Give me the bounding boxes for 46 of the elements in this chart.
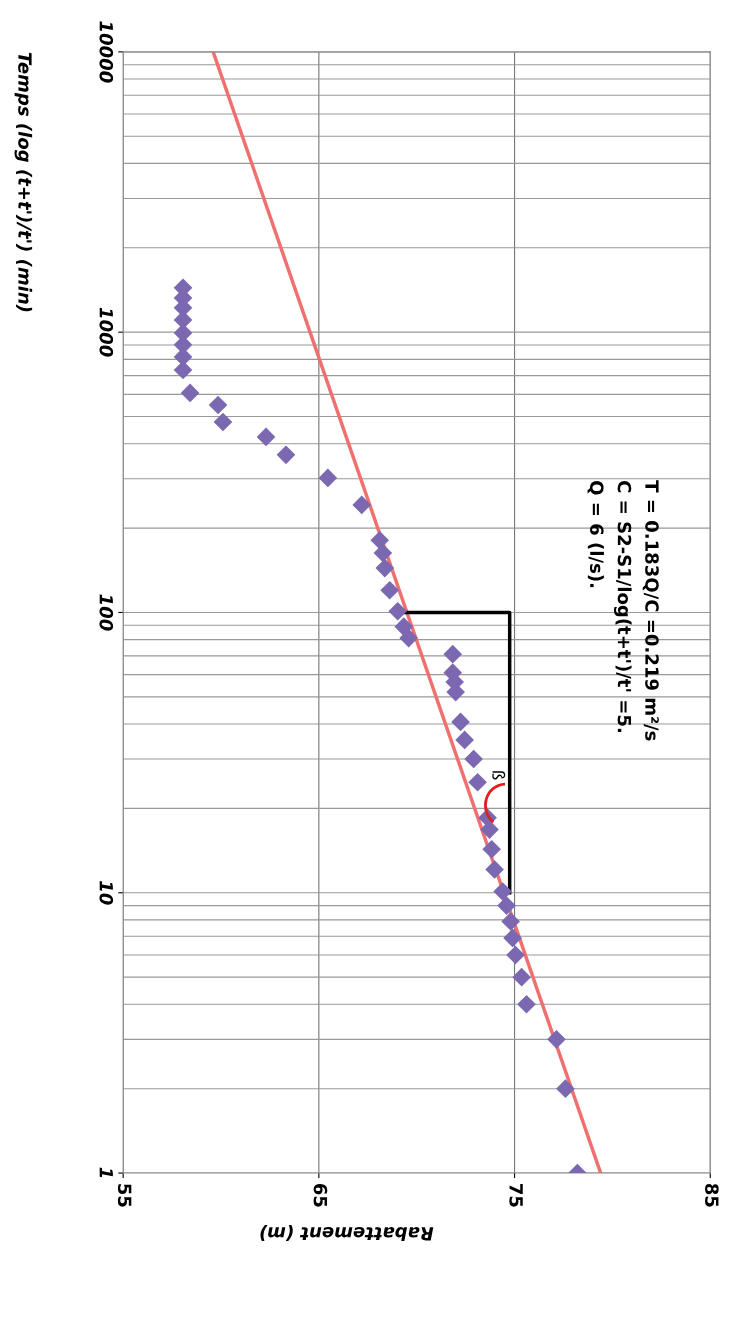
point [256, 427, 276, 447]
point [464, 749, 483, 769]
annotation: Q = 6 (l/s). [587, 481, 604, 588]
point [512, 967, 531, 987]
x-tick-label: 85 [705, 1183, 719, 1207]
point [380, 580, 400, 600]
point [352, 495, 372, 515]
y-tick-label: 100 [99, 594, 114, 631]
point [276, 445, 296, 465]
point [173, 360, 193, 380]
point [517, 994, 536, 1014]
point [394, 617, 414, 636]
y-axis-title: Temps (log (t+t')/t') (min) [14, 52, 33, 312]
x-tick-label: 65 [313, 1183, 328, 1207]
point [485, 860, 504, 879]
point [451, 712, 470, 732]
y-tick-label: 10 [99, 880, 114, 905]
point [375, 558, 395, 578]
y-tick-label: 10000 [99, 21, 114, 83]
point [370, 530, 390, 550]
x-tick-label: 75 [509, 1183, 523, 1207]
point [455, 730, 474, 750]
annotation: T = 0.183Q/C =0.219 m²/s [642, 480, 659, 741]
point [468, 772, 487, 792]
y-tick-label: 1 [99, 1167, 113, 1178]
point [482, 839, 501, 859]
annotation: C = S2-S1/log(t+t')/t' =5. [613, 481, 632, 733]
point [506, 945, 525, 965]
point [318, 468, 338, 488]
x-tick-label: 55 [117, 1184, 132, 1207]
point [180, 383, 200, 403]
annotation: ß [492, 771, 506, 780]
point [503, 928, 522, 948]
point [213, 412, 233, 432]
point [399, 628, 418, 648]
point [388, 601, 408, 621]
point [501, 912, 520, 931]
point [497, 896, 516, 915]
y-tick-label: 1000 [99, 307, 114, 357]
point [547, 1030, 566, 1049]
point [493, 882, 512, 901]
x-axis-title: Rabattement (m) [260, 1224, 434, 1241]
point [556, 1079, 575, 1098]
point [373, 543, 393, 563]
point [443, 644, 463, 664]
point [208, 395, 228, 415]
